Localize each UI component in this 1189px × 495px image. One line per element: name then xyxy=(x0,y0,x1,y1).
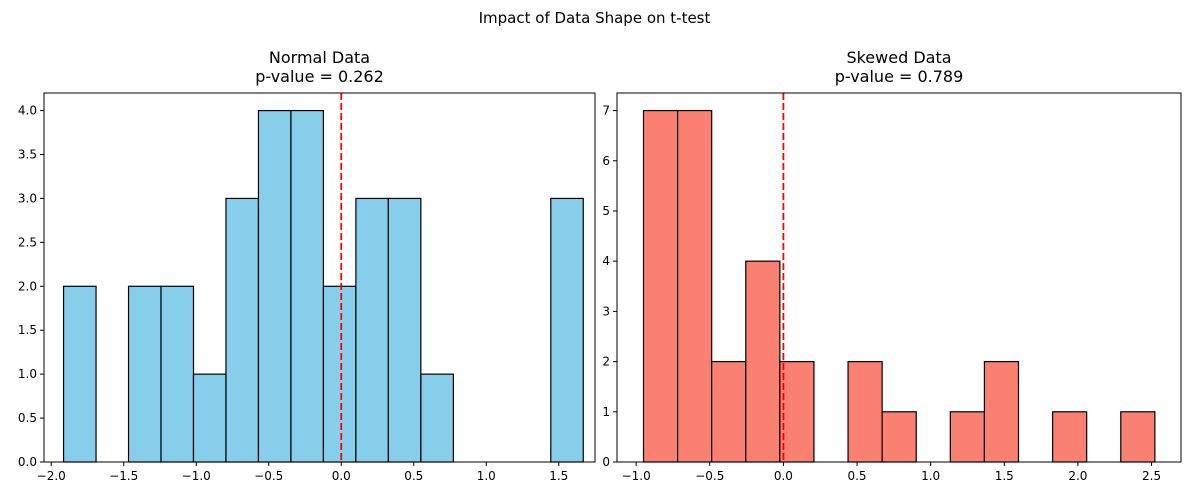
y-tick-label: 4.0 xyxy=(18,104,37,118)
y-tick-label: 3 xyxy=(602,304,610,318)
histogram-bar xyxy=(290,109,325,463)
y-tick-label: 4 xyxy=(602,254,610,268)
histogram-bar xyxy=(779,360,815,463)
x-tick-label: −0.5 xyxy=(695,469,724,483)
axes-frame xyxy=(616,92,1182,463)
x-tick-label: 1.0 xyxy=(477,469,496,483)
y-tick-label: 2.5 xyxy=(18,235,37,249)
histogram-bar xyxy=(983,360,1020,463)
x-tick-label: 1.5 xyxy=(549,469,568,483)
histogram-bar xyxy=(387,197,422,463)
x-tick-label: −2.0 xyxy=(37,469,66,483)
histogram-bar xyxy=(881,411,917,463)
y-tick-label: 5 xyxy=(602,204,610,218)
y-tick-label: 1 xyxy=(602,405,610,419)
histogram-bar xyxy=(192,373,227,463)
y-tick-label: 1.5 xyxy=(18,323,37,337)
histogram-bar xyxy=(1051,411,1088,463)
histogram-bar xyxy=(225,197,260,463)
subplot-pvalue: p-value = 0.262 xyxy=(255,67,384,86)
x-tick-label: 2.5 xyxy=(1142,469,1161,483)
histogram-bar xyxy=(676,109,713,463)
subplot-title: Skewed Data xyxy=(846,48,951,67)
subplot-title: Normal Data xyxy=(269,48,370,67)
x-tick-label: −0.5 xyxy=(254,469,283,483)
histogram-bar xyxy=(355,197,389,463)
y-tick-label: 0.5 xyxy=(18,411,37,425)
x-tick-label: −1.0 xyxy=(182,469,211,483)
y-tick-label: 7 xyxy=(602,104,610,118)
subplot-pvalue: p-value = 0.789 xyxy=(835,67,964,86)
histogram-bar xyxy=(711,360,747,463)
y-tick-label: 0.0 xyxy=(18,455,37,469)
histogram-bar xyxy=(127,285,162,463)
x-tick-label: 0.0 xyxy=(332,469,351,483)
y-tick-label: 2.0 xyxy=(18,279,37,293)
axes-frame xyxy=(43,92,596,463)
histogram-bar xyxy=(745,260,781,463)
y-tick-label: 2 xyxy=(602,355,610,369)
histogram-bar xyxy=(160,285,195,463)
histogram-bar xyxy=(420,373,454,463)
y-tick-label: 6 xyxy=(602,154,610,168)
histogram-bar xyxy=(257,109,292,463)
x-tick-label: −1.0 xyxy=(622,469,651,483)
x-tick-label: −1.5 xyxy=(109,469,138,483)
y-tick-label: 3.5 xyxy=(18,148,37,162)
x-tick-label: 0.5 xyxy=(847,469,866,483)
histogram-bar xyxy=(642,109,679,463)
x-tick-label: 2.0 xyxy=(1068,469,1087,483)
histogram-bar xyxy=(322,285,357,463)
histogram-bar xyxy=(62,285,97,463)
x-tick-label: 0.0 xyxy=(774,469,793,483)
y-tick-label: 0 xyxy=(602,455,610,469)
histogram-bar xyxy=(1120,411,1156,463)
y-tick-label: 3.0 xyxy=(18,191,37,205)
x-tick-label: 1.0 xyxy=(921,469,940,483)
figure-suptitle: Impact of Data Shape on t-test xyxy=(479,9,711,27)
x-tick-label: 1.5 xyxy=(995,469,1014,483)
histogram-bar xyxy=(847,360,883,463)
x-tick-label: 0.5 xyxy=(404,469,423,483)
y-tick-label: 1.0 xyxy=(18,367,37,381)
histogram-bar xyxy=(949,411,986,463)
histogram-bar xyxy=(550,197,584,463)
